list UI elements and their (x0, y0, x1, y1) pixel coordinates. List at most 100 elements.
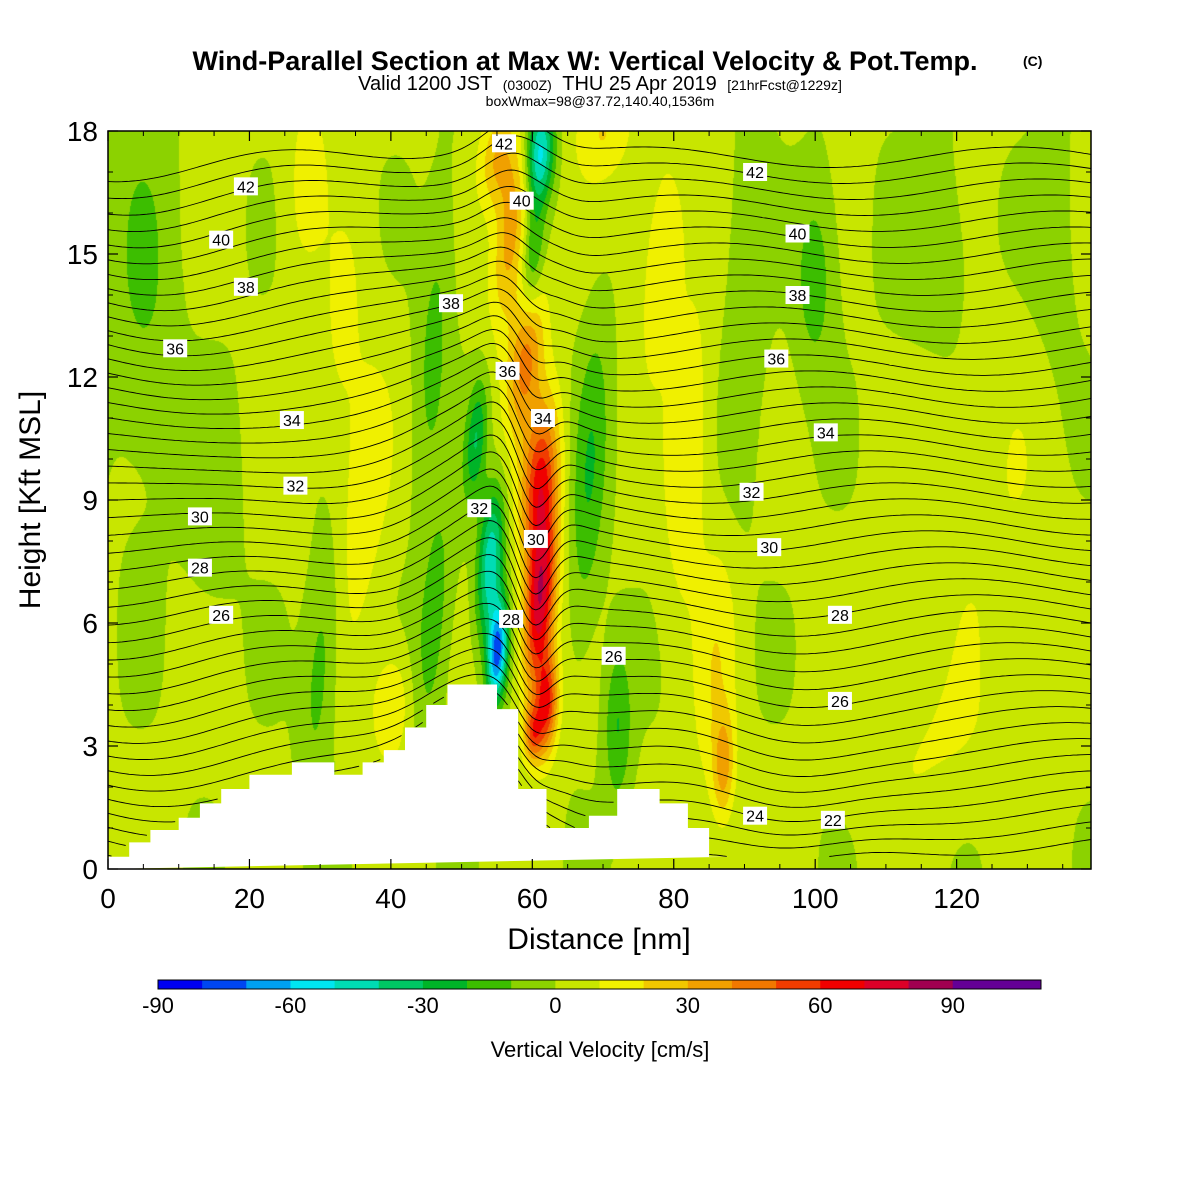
theta-contour-label: 34 (530, 409, 555, 428)
chart-title: Wind-Parallel Section at Max W: Vertical… (193, 46, 978, 76)
theta-contour-label-text: 34 (283, 413, 301, 430)
plot-area: 42 40 38 36 34 32 30 28 26 42 40 38 36 34 32 30 28 26 42 40… (107, 130, 1092, 870)
theta-contour-label-text: 26 (212, 608, 230, 625)
theta-contour-label: 32 (739, 482, 764, 502)
colorbar-swatch (511, 980, 556, 989)
y-tick-label: 0 (82, 854, 98, 885)
terrain-mask (108, 684, 731, 869)
theta-contour-label: 42 (492, 134, 517, 153)
theta-contour-label: 28 (827, 605, 852, 625)
colorbar-swatch (687, 980, 733, 989)
theta-contour-label-text: 26 (605, 649, 623, 666)
x-tick-label: 80 (658, 883, 689, 914)
theta-contour-label-text: 38 (789, 288, 807, 305)
theta-contour-label: 42 (743, 163, 768, 182)
theta-contour-label-text: 22 (824, 813, 842, 830)
colorbar-swatch (555, 980, 600, 989)
colorbar-swatch (776, 980, 821, 989)
theta-contour-label-text: 36 (499, 364, 517, 381)
theta-contour-label-text: 28 (502, 612, 520, 629)
theta-contour-label: 40 (209, 230, 234, 250)
theta-contour-line (108, 468, 1091, 544)
colorbar-swatch (246, 980, 291, 989)
theta-contour-line (108, 185, 1091, 249)
y-axis-label: Height [Kft MSL] (14, 391, 47, 609)
theta-contour-label: 30 (757, 538, 782, 557)
y-tick-label: 3 (82, 731, 98, 762)
theta-contour-line (108, 246, 1091, 312)
theta-contours (108, 131, 1091, 857)
theta-contour-label: 38 (438, 294, 463, 313)
colorbar-tick-label: -60 (275, 993, 307, 1018)
colorbar-swatch (334, 980, 380, 989)
theta-contour-line (108, 693, 1091, 777)
theta-contour-label: 40 (785, 224, 810, 244)
theta-contour-line (108, 288, 1091, 357)
theta-contour-label-text: 30 (760, 540, 778, 557)
theta-contour-label-text: 28 (831, 608, 849, 625)
theta-contour-label-text: 42 (237, 179, 255, 196)
colorbar-tick-label: -90 (142, 993, 174, 1018)
colorbar-swatch (467, 980, 512, 989)
theta-contour-line (108, 328, 1091, 401)
theta-contour-label-text: 42 (495, 136, 513, 153)
theta-contour-label: 32 (283, 476, 308, 496)
theta-contour-line (108, 169, 1091, 233)
theta-contour-line (108, 301, 1091, 372)
chart-subtitle: Valid 1200 JST (0300Z) THU 25 Apr 2019 [… (358, 73, 842, 95)
theta-contour-label: 22 (820, 810, 845, 830)
theta-contour-label: 40 (509, 191, 534, 211)
theta-contour-line (108, 768, 1091, 836)
theta-contour-label: 34 (279, 411, 304, 430)
colorbar-tick-label: 0 (549, 993, 561, 1018)
theta-contour-label-text: 30 (191, 509, 209, 526)
x-tick-label: 120 (933, 883, 980, 914)
y-tick-label: 12 (67, 362, 98, 393)
theta-contour-label: 28 (499, 609, 524, 629)
colorbar-frame (157, 979, 1042, 990)
theta-contour-label: 26 (209, 605, 234, 625)
colorbar-swatch (158, 980, 203, 989)
x-tick-label: 0 (100, 883, 116, 914)
theta-contour-line (108, 217, 1091, 281)
theta-contour-line (108, 602, 1091, 678)
theta-contour-label: 30 (523, 529, 548, 549)
theta-contour-line (108, 745, 1091, 808)
theta-contour-line (108, 824, 1091, 857)
theta-contour-label-text: 32 (470, 501, 488, 518)
theta-contour-label-text: 32 (743, 485, 761, 502)
theta-contour-label: 36 (764, 349, 789, 369)
colorbar-swatch (599, 980, 645, 989)
y-tick-label: 9 (82, 485, 98, 516)
theta-contour-label-text: 36 (166, 341, 184, 358)
colorbar-swatch (290, 980, 335, 989)
theta-contour-line (108, 633, 1091, 712)
theta-contour-label-text: 40 (789, 227, 807, 244)
chart-title-mark: (C) (1023, 53, 1042, 69)
theta-contour-label: 24 (743, 806, 768, 826)
theta-contour-label: 34 (813, 423, 838, 442)
theta-contour-line (108, 342, 1091, 415)
theta-contour-line (108, 131, 1091, 183)
theta-contour-label-text: 42 (746, 165, 764, 182)
y-tick-label: 6 (82, 608, 98, 639)
theta-contour-line (108, 673, 1091, 761)
theta-contour-label: 30 (187, 507, 212, 526)
colorbar-title: Vertical Velocity [cm/s] (491, 1037, 710, 1062)
colorbar (157, 979, 1042, 990)
colorbar-swatch (422, 980, 468, 989)
theta-contour-label-text: 38 (237, 280, 255, 297)
theta-contour-line (108, 587, 1091, 661)
theta-contour-line (108, 780, 1091, 849)
theta-contour-line (108, 647, 1091, 728)
theta-contour-line (108, 485, 1091, 562)
subtitle-valid: Valid 1200 JST (358, 73, 492, 95)
subtitle-forecast: [21hrFcst@1229z] (727, 77, 842, 93)
theta-contour-label-text: 38 (442, 296, 460, 313)
theta-contour-label: 28 (187, 558, 212, 578)
theta-contour-line (108, 722, 1091, 793)
theta-contour-line (108, 260, 1091, 327)
theta-contour-line (108, 757, 1091, 823)
